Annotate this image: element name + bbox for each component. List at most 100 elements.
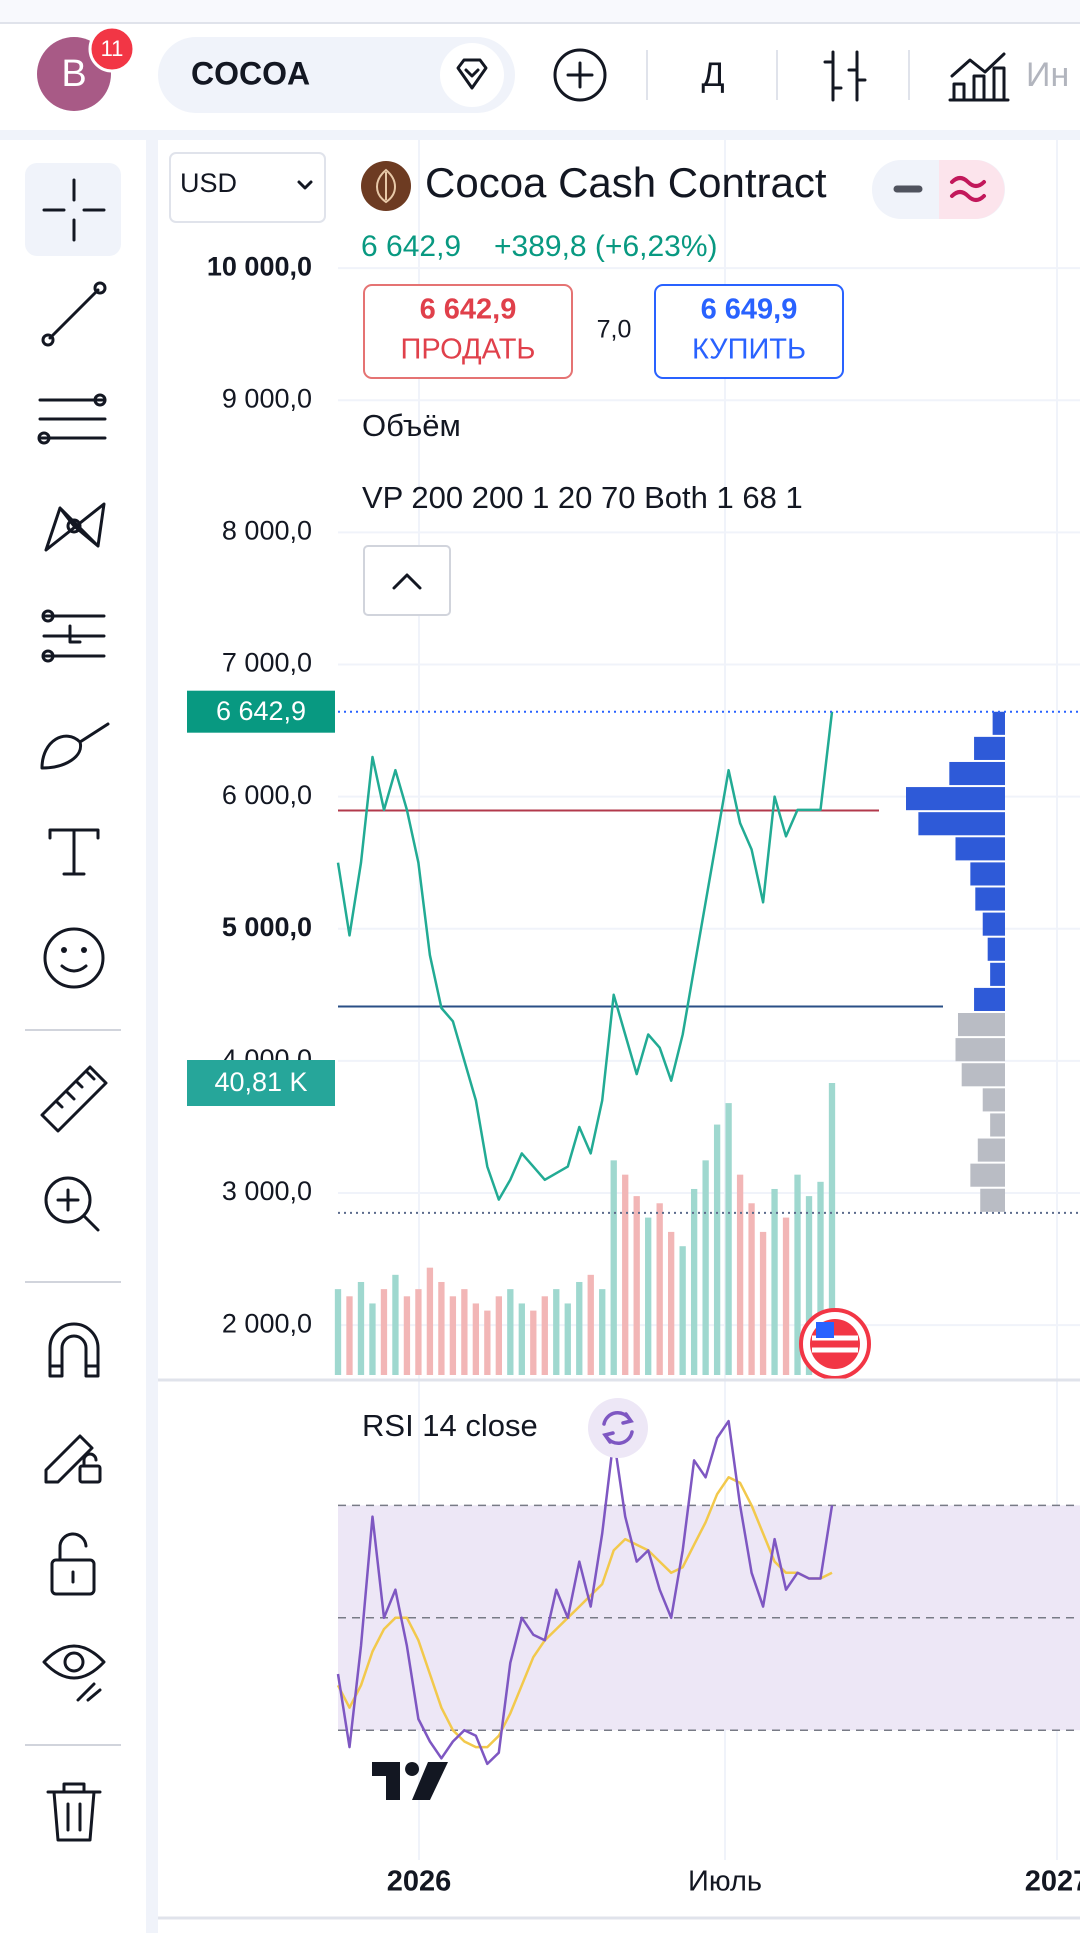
text-tool[interactable] — [48, 828, 100, 876]
volume-profile-bar — [974, 987, 1005, 1012]
add-symbol-button-part — [553, 48, 607, 102]
series-line — [336, 1476, 833, 1749]
fib-tool[interactable] — [37, 393, 107, 445]
magnet-tool[interactable] — [48, 1322, 100, 1378]
lock-drawings-tool[interactable] — [44, 1434, 102, 1484]
volume-bar — [725, 1103, 732, 1375]
lock-drawings-tool-part — [78, 1464, 102, 1484]
volume-bar — [782, 1217, 790, 1375]
y-tick-label: 2 000,0 — [222, 1308, 312, 1338]
forecast-tool-part — [42, 614, 106, 658]
volume-bar — [461, 1289, 468, 1375]
trend-line-tool-part — [93, 281, 107, 295]
y-tick-label: 9 000,0 — [222, 383, 312, 413]
ruler-tool[interactable] — [40, 1065, 108, 1133]
x-tick-label: 2027 — [1025, 1866, 1080, 1898]
chart-type-button[interactable] — [823, 50, 867, 102]
add-symbol-button[interactable] — [553, 48, 607, 102]
notification-badge: 11 — [101, 36, 124, 61]
crosshair-tool[interactable] — [42, 178, 106, 242]
brush-tool[interactable] — [40, 722, 110, 770]
zoom-tool-part — [44, 1176, 92, 1224]
plot-area: 2026Июль20272 000,03 000,04 000,05 000,0… — [187, 136, 1080, 1898]
symbol-search-part — [456, 58, 488, 90]
volume-bar — [403, 1296, 411, 1375]
delete-tool[interactable] — [46, 1782, 102, 1842]
lock-drawings-tool-part — [82, 1452, 98, 1468]
volume-bar — [622, 1174, 629, 1375]
lock-tool-part — [58, 1532, 88, 1584]
indicators-button[interactable]: Ин — [948, 52, 1069, 102]
volume-bar — [472, 1303, 480, 1375]
volume-profile-bar — [955, 837, 1005, 861]
pattern-tool-part — [66, 518, 82, 534]
volume-bar — [426, 1267, 434, 1375]
last-price-badge — [187, 690, 335, 733]
lock-tool[interactable] — [50, 1532, 96, 1596]
volume-profile-bar — [949, 761, 1005, 786]
volume-bar — [690, 1188, 698, 1375]
volume-legend: Объём — [362, 408, 461, 443]
volume-bar — [392, 1274, 399, 1375]
fib-tool-part — [93, 393, 107, 407]
volume-bar — [380, 1289, 388, 1375]
buy-button[interactable] — [654, 284, 844, 379]
chart-type-button-part — [823, 50, 867, 102]
rsi-title: RSI 14 close — [362, 1408, 538, 1443]
y-tick-label: 5 000,0 — [222, 912, 312, 942]
sell-price: 6 642,9 — [420, 294, 517, 326]
avatar[interactable]: B 11 — [37, 25, 136, 111]
delete-tool-part — [46, 1782, 102, 1842]
y-tick-label: 7 000,0 — [222, 648, 312, 678]
volume-bar — [748, 1203, 755, 1375]
volume-profile-bar — [982, 1088, 1005, 1112]
vp-legend: VP 200 200 1 20 70 Both 1 68 1 — [362, 480, 803, 515]
forecast-tool-part — [41, 649, 55, 663]
fib-tool-part — [38, 398, 107, 440]
volume-bar — [541, 1296, 548, 1375]
volume-bar — [759, 1231, 767, 1375]
toggle-icon — [950, 176, 986, 202]
trend-line-tool[interactable] — [41, 281, 107, 347]
spread: 7,0 — [597, 316, 632, 344]
symbol-search[interactable]: COCOA — [158, 37, 515, 113]
sell-label: ПРОДАТЬ — [401, 334, 536, 366]
collapse-legend-button[interactable] — [363, 545, 451, 616]
pattern-tool-part — [44, 502, 106, 552]
pattern-tool[interactable] — [44, 502, 106, 552]
country-marker-canton — [816, 1322, 834, 1338]
last-price-badge-label: 6 642,9 — [216, 696, 306, 726]
volume-badge — [187, 1060, 335, 1106]
zoom-tool[interactable] — [44, 1176, 100, 1232]
tradingview-logo — [372, 1762, 448, 1800]
add-symbol-button-part — [566, 61, 594, 89]
visibility-tool[interactable] — [42, 1644, 106, 1702]
volume-bar — [702, 1160, 709, 1375]
volume-bar — [495, 1296, 502, 1375]
volume-profile-bar — [906, 787, 1005, 811]
interval-button[interactable]: Д — [701, 56, 724, 94]
volume-bar — [587, 1274, 594, 1375]
emoji-tool-part — [43, 927, 105, 989]
series-line — [336, 711, 834, 1201]
price-change: +389,8 (+6,23%) — [494, 230, 718, 263]
forecast-tool[interactable] — [41, 609, 106, 663]
buy-label: КУПИТЬ — [692, 334, 806, 366]
emoji-tool[interactable] — [43, 927, 105, 989]
zoom-tool-part — [56, 1188, 100, 1232]
trend-line-tool-part — [41, 333, 55, 347]
volume-profile-bar — [990, 1113, 1005, 1137]
emoji-tool-part — [81, 947, 87, 953]
y-tick-label: 8 000,0 — [222, 516, 312, 546]
volume-bar — [771, 1188, 778, 1375]
volume-bar — [794, 1174, 801, 1375]
sell-button[interactable] — [363, 284, 573, 379]
volume-bar — [369, 1303, 376, 1375]
currency-select[interactable] — [169, 152, 326, 223]
volume-profile-bar — [957, 1013, 1005, 1037]
ruler-tool-part — [40, 1065, 108, 1133]
visibility-tool-part — [76, 1682, 102, 1702]
toolbar-divider — [146, 140, 158, 1933]
